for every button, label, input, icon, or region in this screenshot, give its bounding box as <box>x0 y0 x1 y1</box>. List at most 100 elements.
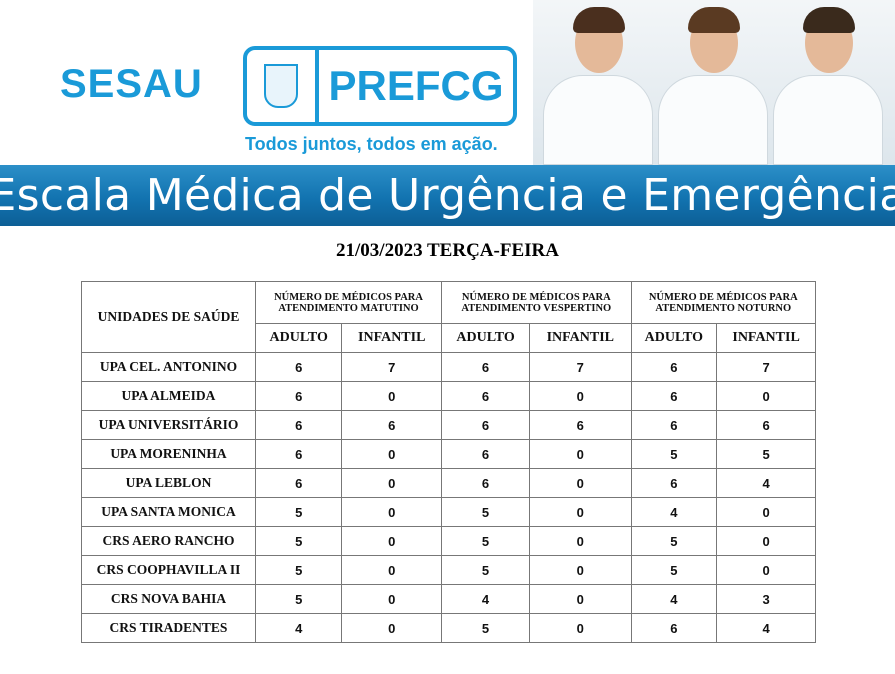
sub-header-adult: ADULTO <box>441 323 531 353</box>
doctor-count: 0 <box>341 381 443 411</box>
doctor-count: 4 <box>441 584 531 614</box>
unit-name: UPA SANTA MONICA <box>81 497 256 527</box>
doctor-count: 6 <box>254 410 343 440</box>
doctor-count: 5 <box>630 439 718 469</box>
doctor-count: 5 <box>630 555 718 585</box>
unit-header: UNIDADES DE SAÚDE <box>81 281 256 353</box>
doctor-count: 5 <box>254 497 343 527</box>
doctor-count: 0 <box>341 497 443 527</box>
unit-name: CRS COOPHAVILLA II <box>81 555 256 585</box>
title-banner: Escala Médica de Urgência e Emergência <box>0 165 895 226</box>
sub-header-child: INFANTIL <box>716 323 816 353</box>
unit-name: UPA UNIVERSITÁRIO <box>81 410 256 440</box>
header: SESAU PREFCG Todos juntos, todos em ação… <box>0 0 895 165</box>
date-heading: 21/03/2023 TERÇA-FEIRA <box>336 240 559 261</box>
doctor-count: 5 <box>441 526 531 556</box>
doctor-count: 0 <box>716 497 816 527</box>
doctor-count: 6 <box>630 468 718 498</box>
doctor-count: 0 <box>341 555 443 585</box>
doctor-count: 4 <box>630 497 718 527</box>
doctor-count: 7 <box>529 352 632 382</box>
doctor-count: 6 <box>716 410 816 440</box>
doctor-count: 0 <box>341 468 443 498</box>
doctor-count: 0 <box>529 439 632 469</box>
doctor-count: 7 <box>341 352 443 382</box>
doctor-count: 6 <box>630 352 718 382</box>
doctor-count: 0 <box>529 526 632 556</box>
unit-name: CRS TIRADENTES <box>81 613 256 643</box>
doctor-count: 4 <box>254 613 343 643</box>
table-row: CRS TIRADENTES 4 0 5 0 6 4 <box>81 613 816 643</box>
group-header-morning: NÚMERO DE MÉDICOS PARA ATENDIMENTO MATUT… <box>254 281 443 324</box>
page-title: Escala Médica de Urgência e Emergência <box>0 170 895 221</box>
doctor-count: 4 <box>716 613 816 643</box>
doctor-count: 6 <box>630 410 718 440</box>
sub-header-child: INFANTIL <box>529 323 632 353</box>
slogan: Todos juntos, todos em ação. <box>245 134 498 154</box>
doctor-count: 6 <box>630 613 718 643</box>
doctor-count: 6 <box>441 352 531 382</box>
doctor-count: 4 <box>630 584 718 614</box>
table-row: UPA ALMEIDA 6 0 6 0 6 0 <box>81 381 816 411</box>
doctor-count: 6 <box>254 352 343 382</box>
doctor-count: 6 <box>441 381 531 411</box>
doctor-count: 6 <box>441 468 531 498</box>
sub-header-child: INFANTIL <box>341 323 443 353</box>
doctor-count: 0 <box>529 468 632 498</box>
table-row: UPA SANTA MONICA 5 0 5 0 4 0 <box>81 497 816 527</box>
schedule-table: UNIDADES DE SAÚDE NÚMERO DE MÉDICOS PARA… <box>81 281 816 643</box>
doctor-count: 6 <box>441 439 531 469</box>
table-row: CRS AERO RANCHO 5 0 5 0 5 0 <box>81 526 816 556</box>
unit-name: UPA CEL. ANTONINO <box>81 352 256 382</box>
table-row: UPA LEBLON 6 0 6 0 6 4 <box>81 468 816 498</box>
unit-name: UPA MORENINHA <box>81 439 256 469</box>
doctor-count: 5 <box>716 439 816 469</box>
doctor-count: 6 <box>254 468 343 498</box>
doctor-count: 6 <box>254 439 343 469</box>
unit-name: CRS AERO RANCHO <box>81 526 256 556</box>
sub-header-adult: ADULTO <box>254 323 343 353</box>
doctor-count: 5 <box>254 526 343 556</box>
unit-name: UPA LEBLON <box>81 468 256 498</box>
doctor-count: 4 <box>716 468 816 498</box>
doctor-count: 0 <box>341 613 443 643</box>
table-row: CRS NOVA BAHIA 5 0 4 0 4 3 <box>81 584 816 614</box>
table-row: UPA CEL. ANTONINO 6 7 6 7 6 7 <box>81 352 816 382</box>
table-row: CRS COOPHAVILLA II 5 0 5 0 5 0 <box>81 555 816 585</box>
doctor-count: 5 <box>630 526 718 556</box>
doctor-count: 6 <box>630 381 718 411</box>
doctor-count: 6 <box>254 381 343 411</box>
doctor-count: 0 <box>716 555 816 585</box>
doctor-count: 6 <box>529 410 632 440</box>
doctor-count: 0 <box>716 526 816 556</box>
doctor-count: 0 <box>341 526 443 556</box>
unit-name: UPA ALMEIDA <box>81 381 256 411</box>
sub-header-adult: ADULTO <box>630 323 718 353</box>
doctor-count: 6 <box>441 410 531 440</box>
table-row: UPA UNIVERSITÁRIO 6 6 6 6 6 6 <box>81 410 816 440</box>
unit-name: CRS NOVA BAHIA <box>81 584 256 614</box>
prefcg-text: PREFCG <box>328 62 504 109</box>
doctor-count: 0 <box>341 439 443 469</box>
doctor-count: 5 <box>441 613 531 643</box>
doctors-photo <box>533 0 895 165</box>
doctor-count: 0 <box>529 555 632 585</box>
doctor-count: 0 <box>341 584 443 614</box>
group-header-night: NÚMERO DE MÉDICOS PARA ATENDIMENTO NOTUR… <box>630 281 816 324</box>
doctor-count: 0 <box>529 381 632 411</box>
sesau-logo: SESAU <box>60 62 203 106</box>
doctor-count: 3 <box>716 584 816 614</box>
doctor-count: 7 <box>716 352 816 382</box>
doctor-count: 0 <box>529 497 632 527</box>
doctor-count: 5 <box>441 497 531 527</box>
crest-icon <box>247 50 319 122</box>
prefcg-logo: PREFCG <box>243 46 517 126</box>
table-row: UPA MORENINHA 6 0 6 0 5 5 <box>81 439 816 469</box>
doctor-count: 5 <box>254 555 343 585</box>
doctor-count: 0 <box>716 381 816 411</box>
doctor-count: 5 <box>254 584 343 614</box>
doctor-count: 0 <box>529 613 632 643</box>
doctor-count: 0 <box>529 584 632 614</box>
doctor-count: 6 <box>341 410 443 440</box>
doctor-count: 5 <box>441 555 531 585</box>
